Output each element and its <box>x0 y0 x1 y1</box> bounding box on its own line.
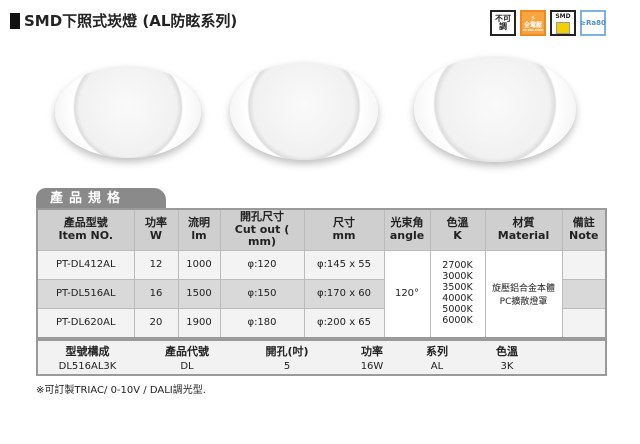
header-watt: 功率 W <box>133 209 178 251</box>
table-cell: φ:180 <box>219 307 305 339</box>
table-cell: PT-DL516AL <box>36 278 135 309</box>
footnote: ※可訂製TRIAC/ 0-10V / DALI調光型. <box>36 385 206 396</box>
header-cell: 色溫 <box>496 345 518 358</box>
cri-icon: ≥Ra80 <box>580 10 606 36</box>
section-tab: 產品規格 <box>36 188 166 210</box>
header-cell: 型號構成 <box>65 345 110 358</box>
table-cell: 3K <box>500 361 514 372</box>
color-temp-cell: 2700K 3000K 3500K 4000K 5000K 6000K <box>429 249 486 339</box>
header-angle: 光束角 angle <box>383 209 430 251</box>
table-cell: PT-DL412AL <box>36 249 135 280</box>
full-voltage-icon: ⚡ 全電壓 AC100-240V <box>520 10 546 36</box>
table-cell: φ:170 x 60 <box>303 278 385 309</box>
table-cell: 5 <box>283 361 291 372</box>
non-dimmable-icon: 不可調 <box>490 10 516 36</box>
lamp-image-dl516 <box>230 62 378 160</box>
table-cell: 16W <box>360 361 384 372</box>
lamp-image-dl412 <box>55 66 201 158</box>
note-cell <box>561 307 607 339</box>
note-cell <box>561 249 607 280</box>
table-cell: φ:120 <box>219 249 305 280</box>
spec-table: 產品型號 Item NO. 功率 W 流明 lm 開孔尺寸 Cut out ( mm) … <box>36 208 607 339</box>
table-cell: DL <box>180 361 194 372</box>
table-cell: φ:200 x 65 <box>303 307 385 339</box>
table-row: PT-DL620AL 20 1900 φ:180 φ:200 x 65 <box>36 307 607 339</box>
table-cell: φ:150 <box>219 278 305 309</box>
header-cell <box>547 340 606 360</box>
table-cell: AL <box>430 361 444 372</box>
table-cell: φ:145 x 55 <box>303 249 385 280</box>
header-cell: 功率 <box>361 345 383 358</box>
header-cell: 產品代號 <box>165 345 209 358</box>
title-marker <box>10 12 20 29</box>
header-material: 材質 Material <box>484 209 562 251</box>
page-title: SMD下照式崁燈 (AL防眩系列) <box>10 10 237 31</box>
table-cell: 20 <box>133 307 179 339</box>
smd-chip-icon: SMD <box>550 10 576 36</box>
table-cell: 16 <box>133 278 179 309</box>
table-cell: 1000 <box>177 249 221 280</box>
angle-cell: 120° <box>383 249 431 339</box>
table-row: PT-DL516AL 16 1500 φ:150 φ:170 x 60 <box>36 278 607 309</box>
table-cell: 1900 <box>177 307 221 339</box>
header-cell: 系列 <box>426 345 448 358</box>
header-cutout: 開孔尺寸 Cut out ( mm) <box>219 209 304 251</box>
header-color-temp: 色溫 K <box>429 209 485 251</box>
note-cell <box>561 278 607 309</box>
material-cell: 旋壓鋁合金本體 PC擴散燈罩 <box>484 249 563 339</box>
model-code-table: 型號構成 產品代號 開孔(吋) 功率 系列 色溫 DL516AL3K DL 5 16W AL 3K <box>36 339 607 376</box>
code-header-row: 型號構成 產品代號 開孔(吋) 功率 系列 色溫 <box>37 340 606 360</box>
code-value-row: DL516AL3K DL 5 16W AL 3K <box>37 360 606 375</box>
table-cell: 1500 <box>177 278 221 309</box>
spec-header-row: 產品型號 Item NO. 功率 W 流明 lm 開孔尺寸 Cut out ( mm) … <box>36 209 606 251</box>
lamp-image-dl620 <box>414 56 576 162</box>
table-cell <box>547 360 606 375</box>
table-cell: 12 <box>133 249 179 280</box>
header-note: 備註 Note <box>561 209 606 251</box>
table-cell: DL516AL3K <box>58 361 117 372</box>
header-cell: 開孔(吋) <box>265 345 309 358</box>
header-lumen: 流明 lm <box>177 209 220 251</box>
table-cell: PT-DL620AL <box>36 307 135 339</box>
header-item-no: 產品型號 Item NO. <box>36 209 134 251</box>
table-row: PT-DL412AL 12 1000 φ:120 φ:145 x 55 120° 270… <box>36 249 607 339</box>
header-size: 尺寸 mm <box>303 209 384 251</box>
